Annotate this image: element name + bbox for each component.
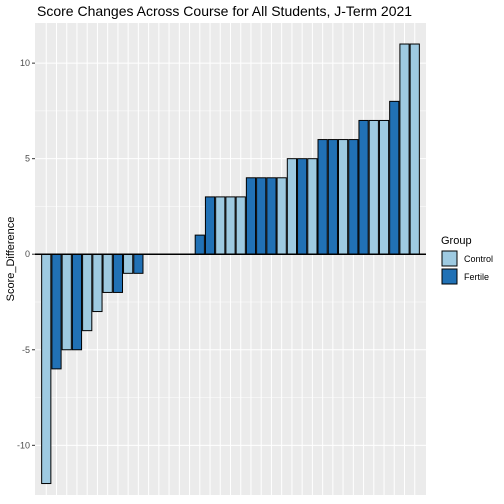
legend-label-fertile: Fertile — [464, 272, 489, 282]
bar-control — [378, 119, 390, 255]
bar-fertile — [112, 253, 124, 293]
bar-fertile — [358, 119, 369, 255]
legend-swatch-fertile — [441, 268, 458, 285]
bar-fertile — [297, 158, 308, 255]
bar-control — [399, 43, 410, 255]
bars — [41, 43, 420, 485]
bar-control — [286, 158, 298, 255]
bar-fertile — [389, 100, 400, 255]
legend-swatch-control — [441, 250, 458, 267]
bar-control — [276, 177, 287, 255]
bar-fertile — [327, 139, 338, 255]
bar-fertile — [133, 253, 144, 274]
bar-control — [225, 196, 236, 255]
bar-control — [368, 119, 379, 255]
bar-fertile — [266, 177, 277, 255]
bar-control — [307, 158, 318, 255]
bar-control — [123, 253, 134, 274]
y-tick-label: 5 — [25, 154, 30, 164]
bar-control — [337, 139, 349, 255]
bar-fertile — [245, 177, 257, 255]
bar-control — [235, 196, 246, 255]
y-tick-label: -5 — [22, 345, 30, 355]
y-axis-title: Score_Difference — [5, 217, 17, 302]
y-axis-ticks: -10 -5 0 5 10 — [17, 58, 35, 450]
bar-control — [61, 253, 72, 351]
bar-control — [82, 253, 93, 332]
bar-fertile — [194, 234, 205, 255]
bar-fertile — [51, 253, 62, 370]
y-tick-label: -10 — [17, 440, 30, 450]
bar-fertile — [256, 177, 267, 255]
bar-fertile — [204, 196, 216, 255]
bar-fertile — [348, 139, 359, 255]
bar-control — [215, 196, 226, 255]
bar-control — [409, 43, 420, 255]
bar-control — [102, 253, 113, 293]
bar-control — [41, 253, 52, 485]
y-tick-label: 10 — [20, 58, 30, 68]
bar-fertile — [317, 139, 328, 255]
bar-control — [92, 253, 103, 313]
bar-fertile — [71, 253, 83, 351]
y-tick-label: 0 — [25, 249, 30, 259]
legend: Group Control Fertile — [441, 235, 493, 285]
chart-title: Score Changes Across Course for All Stud… — [37, 3, 412, 19]
legend-label-control: Control — [464, 254, 493, 264]
legend-title: Group — [441, 235, 472, 247]
